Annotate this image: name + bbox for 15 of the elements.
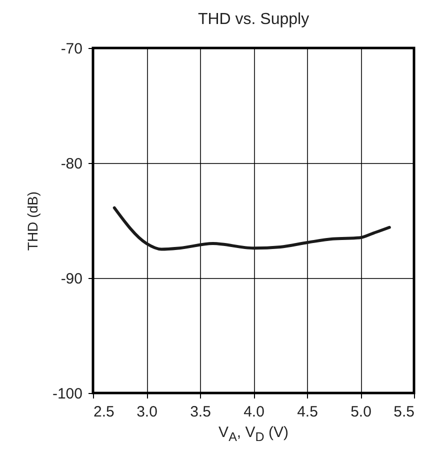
x-tick-label: 4.0: [244, 404, 264, 420]
y-tick-label: -100: [52, 386, 82, 402]
line-series: [112, 206, 391, 251]
x-tick-label: 5.5: [394, 404, 414, 420]
x-tick-label: 3.0: [136, 404, 158, 420]
chart-title: THD vs. Supply: [198, 11, 310, 28]
y-axis-title: THD (dB): [24, 191, 40, 251]
x-tick-label: 4.5: [297, 404, 318, 420]
x-tick-label: 5.0: [350, 404, 372, 420]
y-tick-label: -70: [60, 40, 82, 58]
x-tick-label: 2.5: [94, 404, 114, 420]
y-tick-label: -90: [60, 270, 82, 288]
y-tick-label: -80: [60, 156, 82, 172]
x-axis-title: V$_{A}$, V$_{D}$ (V): [218, 424, 290, 444]
x-tick-label: 3.5: [190, 404, 211, 420]
